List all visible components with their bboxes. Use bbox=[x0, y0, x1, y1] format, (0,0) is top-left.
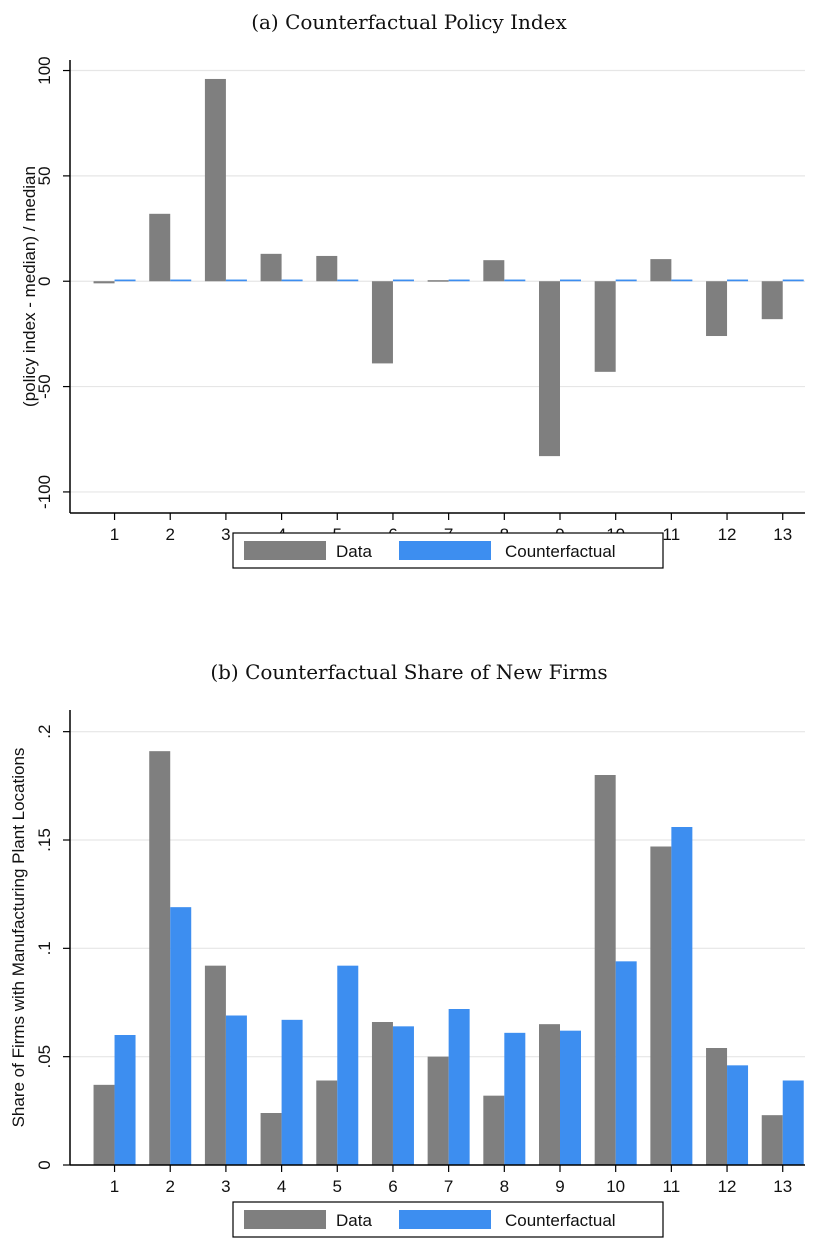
bar-data-2 bbox=[149, 751, 171, 1165]
bar-data-8 bbox=[483, 260, 505, 282]
bar-counterfactual-10 bbox=[615, 961, 637, 1165]
bar-data-8 bbox=[483, 1095, 505, 1165]
x-tick-label: 5 bbox=[333, 1177, 342, 1196]
y-tick-label: -100 bbox=[35, 475, 54, 509]
legend-swatch-data bbox=[244, 1210, 326, 1229]
legend-label-counterfactual: Counterfactual bbox=[505, 1211, 616, 1230]
y-tick-label: 0 bbox=[35, 276, 54, 285]
bar-data-13 bbox=[761, 1115, 783, 1165]
bar-counterfactual-1 bbox=[114, 279, 136, 282]
x-tick-label: 4 bbox=[277, 1177, 286, 1196]
bar-counterfactual-5 bbox=[337, 279, 359, 282]
bar-counterfactual-8 bbox=[504, 1032, 526, 1165]
bar-data-11 bbox=[650, 259, 672, 282]
x-tick-label: 12 bbox=[718, 525, 737, 544]
x-tick-label: 6 bbox=[388, 1177, 397, 1196]
y-tick-label: .05 bbox=[35, 1045, 54, 1069]
x-tick-label: 2 bbox=[165, 525, 174, 544]
bar-data-12 bbox=[706, 281, 728, 337]
y-tick-label: -50 bbox=[35, 374, 54, 399]
bar-data-3 bbox=[204, 965, 226, 1165]
y-tick-label: .15 bbox=[35, 828, 54, 852]
bar-data-4 bbox=[260, 1113, 282, 1165]
bar-counterfactual-1 bbox=[114, 1035, 136, 1165]
bar-counterfactual-13 bbox=[782, 1080, 804, 1165]
bar-counterfactual-3 bbox=[225, 279, 247, 282]
legend-swatch-counterfactual bbox=[399, 541, 491, 560]
legend-swatch-counterfactual bbox=[399, 1210, 491, 1229]
y-axis-title: Share of Firms with Manufacturing Plant … bbox=[9, 748, 28, 1128]
chart-b: 0 .05 .1 .15 .2 Share of Firms with Manufactu… bbox=[9, 710, 805, 1238]
bar-counterfactual-11 bbox=[671, 827, 693, 1165]
bar-counterfactual-6 bbox=[392, 279, 414, 282]
bar-data-7 bbox=[427, 280, 449, 282]
x-tick-label: 11 bbox=[663, 1177, 681, 1196]
bar-counterfactual-2 bbox=[170, 907, 192, 1165]
bar-data-1 bbox=[93, 1084, 115, 1165]
bar-data-6 bbox=[371, 1022, 393, 1165]
x-tick-label: 8 bbox=[500, 1177, 509, 1196]
legend: Data Counterfactual bbox=[232, 1201, 664, 1238]
bar-counterfactual-11 bbox=[671, 279, 693, 282]
bar-data-1 bbox=[93, 281, 115, 284]
bar-data-7 bbox=[427, 1056, 449, 1165]
bar-data-2 bbox=[149, 213, 171, 282]
bar-data-6 bbox=[371, 281, 393, 364]
bar-counterfactual-10 bbox=[615, 279, 637, 282]
chart-a: 100 50 0 -50 -100 (policy index - median) / m… bbox=[20, 56, 805, 569]
bar-data-10 bbox=[594, 281, 616, 372]
x-tick-label: 11 bbox=[663, 525, 681, 544]
bar-counterfactual-4 bbox=[281, 1019, 303, 1165]
bar-data-11 bbox=[650, 846, 672, 1165]
bar-counterfactual-7 bbox=[448, 279, 470, 282]
bar-counterfactual-4 bbox=[281, 279, 303, 282]
x-tick-label: 3 bbox=[221, 1177, 230, 1196]
y-axis-title: (policy index - median) / median bbox=[20, 166, 39, 407]
bar-counterfactual-13 bbox=[782, 279, 804, 282]
bar-counterfactual-7 bbox=[448, 1009, 470, 1165]
x-tick-label: 1 bbox=[110, 1177, 119, 1196]
bar-counterfactual-2 bbox=[170, 279, 192, 282]
x-tick-label: 12 bbox=[718, 1177, 737, 1196]
y-tick-label: 100 bbox=[35, 56, 54, 84]
chart-a-title: (a) Counterfactual Policy Index bbox=[251, 10, 567, 34]
bar-counterfactual-9 bbox=[560, 279, 581, 282]
bar-data-13 bbox=[761, 281, 783, 320]
x-tick-label: 7 bbox=[444, 1177, 453, 1196]
x-tick-label: 9 bbox=[555, 1177, 564, 1196]
x-tick-label: 3 bbox=[221, 525, 230, 544]
legend-swatch-data bbox=[244, 541, 326, 560]
bar-data-9 bbox=[539, 281, 560, 457]
y-tick-label: .2 bbox=[35, 725, 54, 739]
bar-data-12 bbox=[706, 1048, 728, 1165]
y-tick-label: .1 bbox=[35, 941, 54, 955]
x-tick-label: 13 bbox=[773, 525, 792, 544]
y-tick-label: 50 bbox=[35, 166, 54, 185]
bar-data-5 bbox=[316, 255, 338, 282]
bar-data-10 bbox=[594, 775, 616, 1165]
y-tick-label: 0 bbox=[35, 1160, 54, 1169]
bar-counterfactual-5 bbox=[337, 965, 359, 1165]
legend-label-data: Data bbox=[336, 1211, 372, 1230]
legend-label-counterfactual: Counterfactual bbox=[505, 542, 616, 561]
bar-data-5 bbox=[316, 1080, 338, 1165]
bar-counterfactual-9 bbox=[560, 1030, 581, 1165]
legend-label-data: Data bbox=[336, 542, 372, 561]
bar-counterfactual-3 bbox=[225, 1015, 247, 1165]
x-tick-label: 10 bbox=[606, 1177, 625, 1196]
x-tick-label: 2 bbox=[165, 1177, 174, 1196]
bar-counterfactual-6 bbox=[392, 1026, 414, 1165]
chart-b-title: (b) Counterfactual Share of New Firms bbox=[210, 660, 608, 684]
bar-counterfactual-12 bbox=[727, 279, 749, 282]
bar-counterfactual-12 bbox=[727, 1065, 749, 1165]
bar-data-3 bbox=[204, 78, 226, 282]
bar-data-4 bbox=[260, 253, 282, 282]
legend: Data Counterfactual bbox=[232, 532, 664, 569]
x-tick-label: 13 bbox=[773, 1177, 792, 1196]
bar-counterfactual-8 bbox=[504, 279, 526, 282]
x-tick-label: 1 bbox=[110, 525, 119, 544]
bar-data-9 bbox=[539, 1024, 560, 1165]
